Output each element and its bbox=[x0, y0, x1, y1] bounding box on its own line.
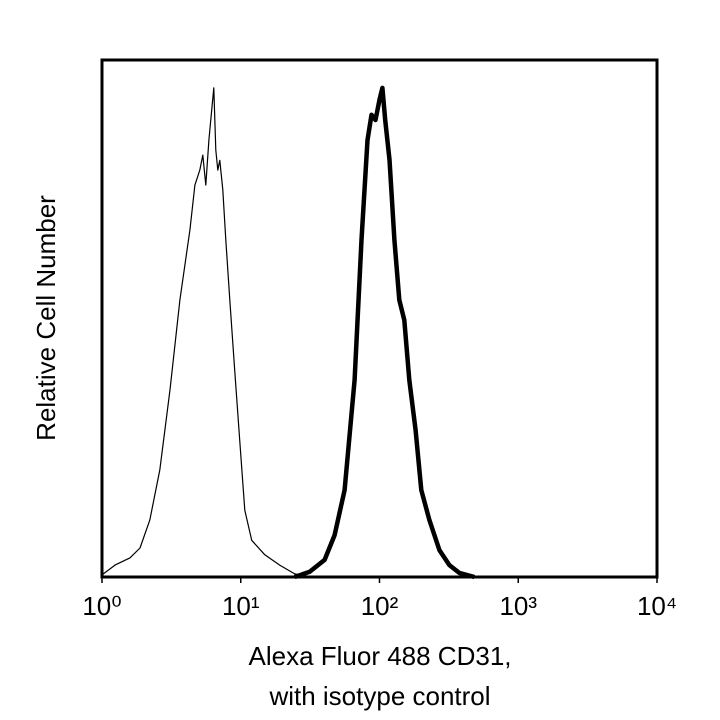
plot-frame bbox=[100, 58, 659, 579]
x-tick-label: 10¹ bbox=[222, 591, 260, 621]
x-tick-label: 10⁰ bbox=[82, 591, 121, 621]
histogram-line bbox=[101, 87, 310, 578]
histogram-line bbox=[293, 85, 475, 580]
x-tick-label: 10⁴ bbox=[637, 591, 677, 621]
x-tick-label: 10² bbox=[361, 591, 399, 621]
x-tick-label: 10³ bbox=[499, 591, 537, 621]
y-axis-label: Relative Cell Number bbox=[31, 195, 61, 441]
x-axis-label: with isotype control bbox=[268, 681, 490, 711]
x-axis-label: Alexa Fluor 488 CD31, bbox=[248, 641, 511, 671]
